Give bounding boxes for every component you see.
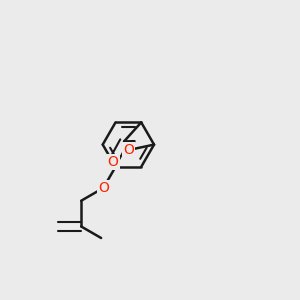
Text: O: O (98, 181, 109, 195)
Text: O: O (107, 155, 118, 169)
Text: O: O (124, 143, 134, 157)
